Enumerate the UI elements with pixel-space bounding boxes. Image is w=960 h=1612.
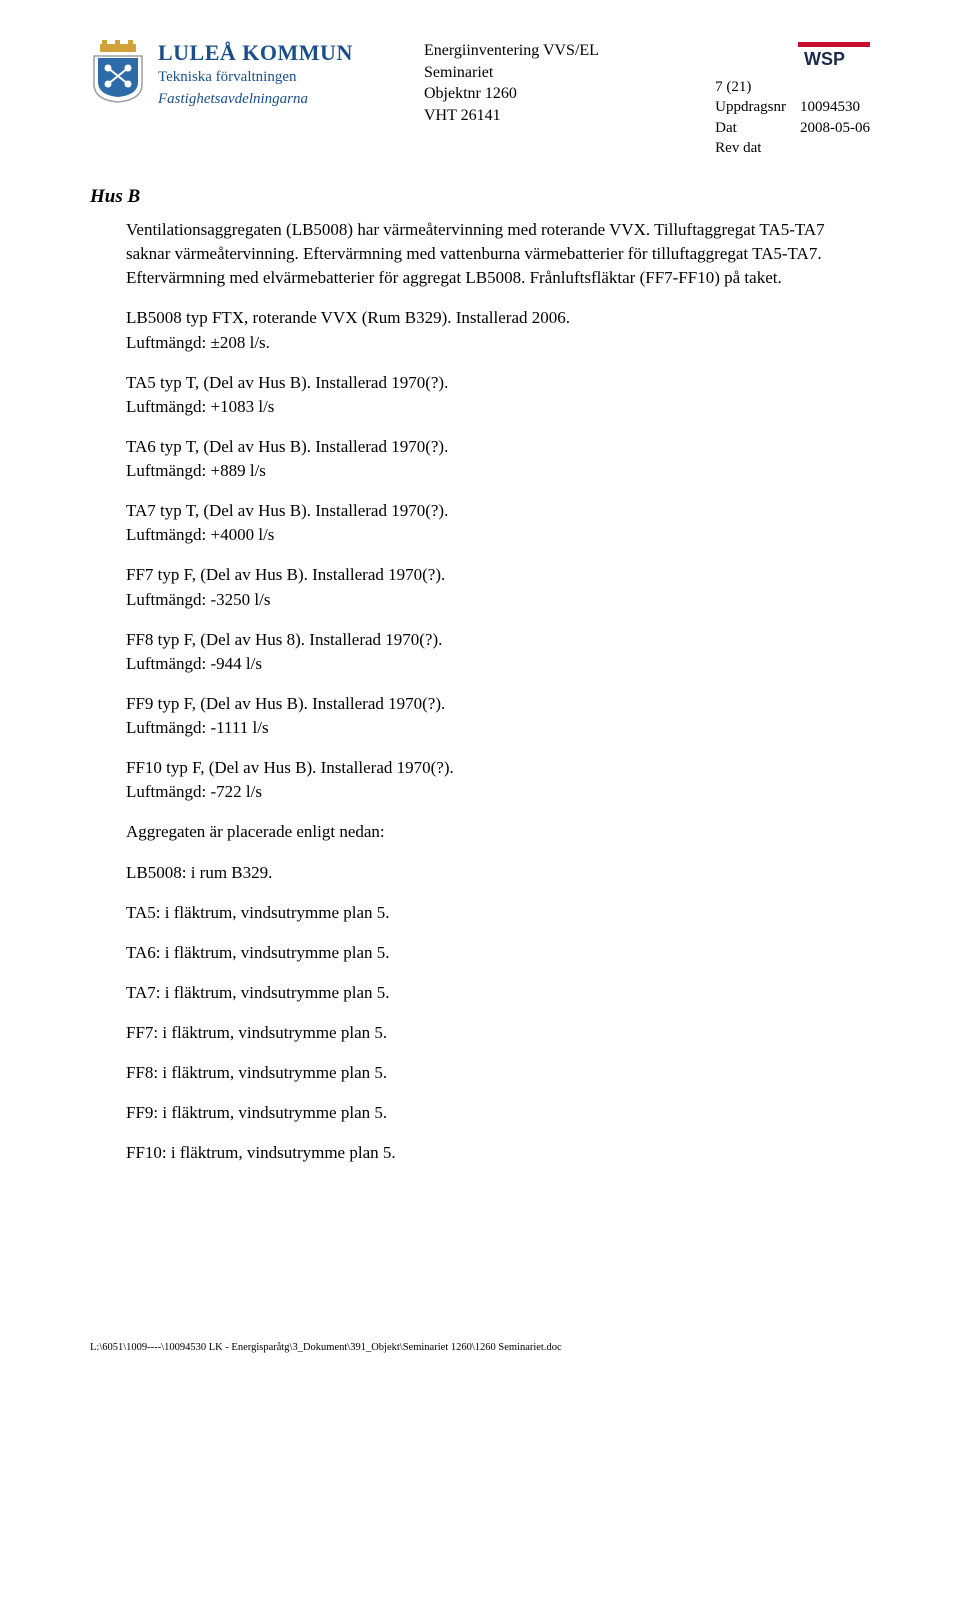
paragraph-ff10: FF10 typ F, (Del av Hus B). Installerad … <box>126 756 870 804</box>
org-block: LULEÅ KOMMUN Tekniska förvaltningen Fast… <box>158 40 353 109</box>
meta-uppdrags-label: Uppdragsnr <box>715 97 786 117</box>
p2-line2: Luftmängd: ±208 l/s. <box>126 333 270 352</box>
paragraph-ta6: TA6 typ T, (Del av Hus B). Installerad 1… <box>126 435 870 483</box>
p9-line1: FF10 typ F, (Del av Hus B). Installerad … <box>126 758 454 777</box>
placement-line-8: FF10: i fläktrum, vindsutrymme plan 5. <box>126 1141 870 1165</box>
document-page: LULEÅ KOMMUN Tekniska förvaltningen Fast… <box>0 0 960 1242</box>
p3-line2: Luftmängd: +1083 l/s <box>126 397 274 416</box>
header-left: LULEÅ KOMMUN Tekniska förvaltningen Fast… <box>90 40 353 109</box>
p5-line1: TA7 typ T, (Del av Hus B). Installerad 1… <box>126 501 448 520</box>
placement-line-7: FF9: i fläktrum, vindsutrymme plan 5. <box>126 1101 870 1125</box>
org-name: LULEÅ KOMMUN <box>158 40 353 66</box>
paragraph-ff7: FF7 typ F, (Del av Hus B). Installerad 1… <box>126 563 870 611</box>
meta-dat-value: 2008-05-06 <box>800 118 870 138</box>
placement-line-1: LB5008: i rum B329. <box>126 861 870 885</box>
paragraph-ff9: FF9 typ F, (Del av Hus B). Installerad 1… <box>126 692 870 740</box>
meta-rev-value <box>800 138 870 158</box>
meta-dat-label: Dat <box>715 118 786 138</box>
page-count: 7 (21) <box>715 77 870 97</box>
p4-line1: TA6 typ T, (Del av Hus B). Installerad 1… <box>126 437 448 456</box>
placement-block: Aggregaten är placerade enligt nedan: LB… <box>126 820 870 1165</box>
placement-line-3: TA6: i fläktrum, vindsutrymme plan 5. <box>126 941 870 965</box>
placement-heading: Aggregaten är placerade enligt nedan: <box>126 820 870 844</box>
p8-line2: Luftmängd: -1111 l/s <box>126 718 269 737</box>
doc-line3: Objektnr 1260 <box>424 83 644 105</box>
meta-uppdrags-value: 10094530 <box>800 97 870 117</box>
placement-line-6: FF8: i fläktrum, vindsutrymme plan 5. <box>126 1061 870 1085</box>
meta-rev-label: Rev dat <box>715 138 786 158</box>
header-right: WSP 7 (21) Uppdragsnr 10094530 Dat 2008-… <box>715 40 870 158</box>
doc-title: Energiinventering VVS/EL <box>424 40 644 62</box>
paragraph-ta7: TA7 typ T, (Del av Hus B). Installerad 1… <box>126 499 870 547</box>
doc-line2: Seminariet <box>424 62 644 84</box>
org-dept-1: Tekniska förvaltningen <box>158 68 353 88</box>
p2-line1: LB5008 typ FTX, roterande VVX (Rum B329)… <box>126 308 570 327</box>
p8-line1: FF9 typ F, (Del av Hus B). Installerad 1… <box>126 694 445 713</box>
municipal-crest-icon <box>90 40 146 109</box>
header-row: LULEÅ KOMMUN Tekniska förvaltningen Fast… <box>90 40 870 158</box>
paragraph-ta5: TA5 typ T, (Del av Hus B). Installerad 1… <box>126 371 870 419</box>
p9-line2: Luftmängd: -722 l/s <box>126 782 262 801</box>
p5-line2: Luftmängd: +4000 l/s <box>126 525 274 544</box>
footer-path: L:\6051\1009----\10094530 LK - Energispa… <box>90 1342 562 1353</box>
paragraph-intro: Ventilationsaggregaten (LB5008) har värm… <box>126 218 870 290</box>
paragraph-lb5008: LB5008 typ FTX, roterande VVX (Rum B329)… <box>126 306 870 354</box>
p6-line1: FF7 typ F, (Del av Hus B). Installerad 1… <box>126 565 445 584</box>
p6-line2: Luftmängd: -3250 l/s <box>126 590 270 609</box>
placement-line-2: TA5: i fläktrum, vindsutrymme plan 5. <box>126 901 870 925</box>
section-title: Hus B <box>90 186 870 208</box>
p7-line1: FF8 typ F, (Del av Hus 8). Installerad 1… <box>126 630 442 649</box>
paragraph-ff8: FF8 typ F, (Del av Hus 8). Installerad 1… <box>126 628 870 676</box>
meta-grid: 7 (21) Uppdragsnr 10094530 Dat 2008-05-0… <box>715 77 870 158</box>
wsp-logo-icon: WSP <box>798 40 870 73</box>
p4-line2: Luftmängd: +889 l/s <box>126 461 266 480</box>
header-center: Energiinventering VVS/EL Seminariet Obje… <box>424 40 644 126</box>
p7-line2: Luftmängd: -944 l/s <box>126 654 262 673</box>
body-block: Ventilationsaggregaten (LB5008) har värm… <box>126 218 870 1166</box>
placement-line-5: FF7: i fläktrum, vindsutrymme plan 5. <box>126 1021 870 1045</box>
svg-text:WSP: WSP <box>804 49 845 68</box>
org-dept-2: Fastighetsavdelningarna <box>158 90 353 110</box>
p3-line1: TA5 typ T, (Del av Hus B). Installerad 1… <box>126 373 448 392</box>
doc-line4: VHT 26141 <box>424 105 644 127</box>
placement-line-4: TA7: i fläktrum, vindsutrymme plan 5. <box>126 981 870 1005</box>
